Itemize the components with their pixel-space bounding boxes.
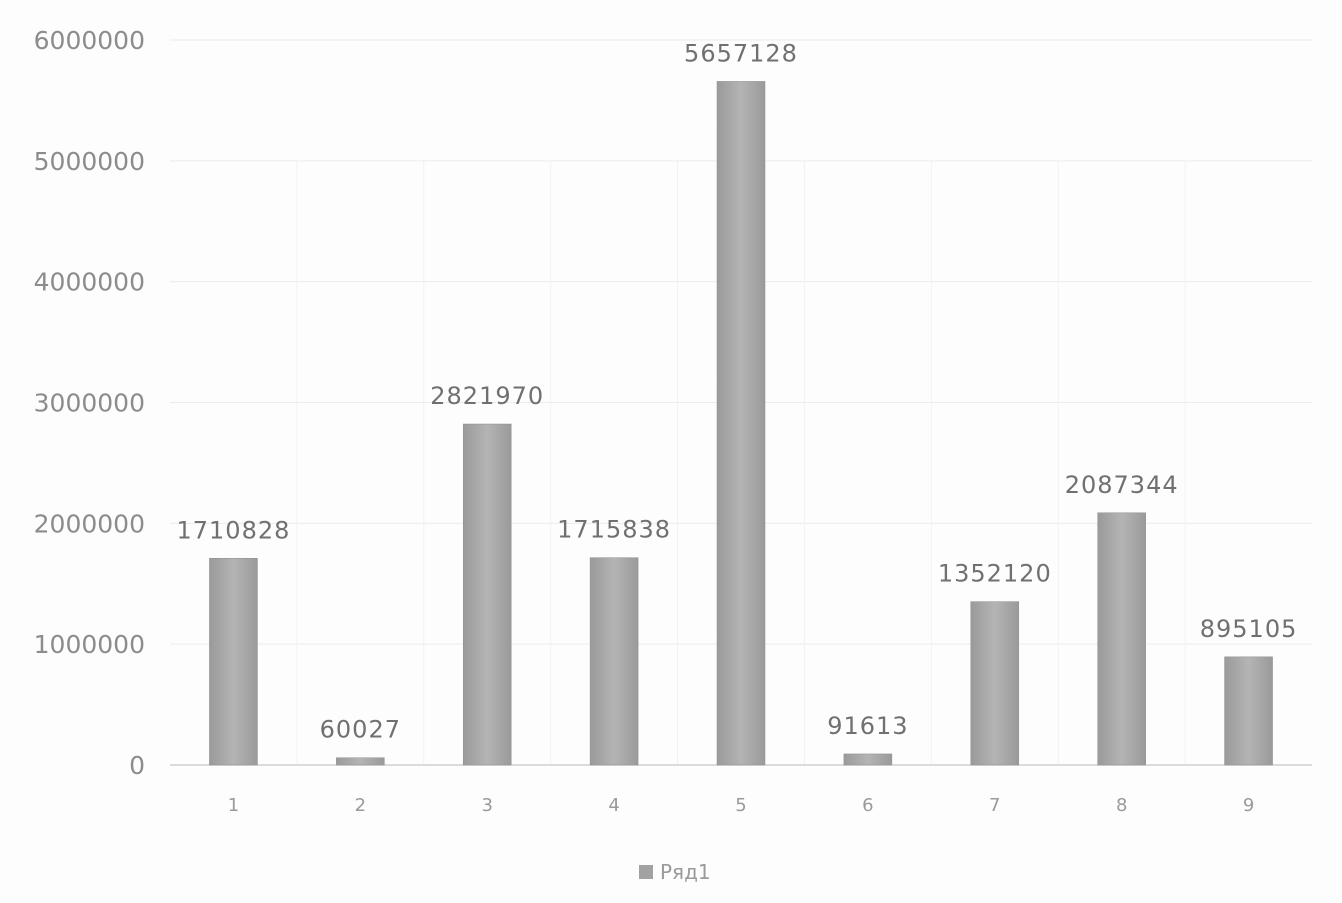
legend-swatch [639, 865, 653, 879]
bar [970, 601, 1020, 766]
bar [462, 423, 512, 766]
data-label: 5657128 [684, 39, 798, 67]
bar [209, 558, 258, 766]
bar [1097, 512, 1146, 766]
y-tick-label: 1000000 [34, 630, 145, 659]
data-label: 1715838 [557, 516, 671, 544]
x-tick-label: 2 [355, 795, 366, 816]
x-tick-label: 6 [862, 795, 873, 816]
axes: 0 1000000 2000000 3000000 4000000 5000000 6000… [34, 26, 1312, 816]
x-tick-label: 5 [735, 795, 746, 816]
data-label: 1352120 [938, 560, 1052, 588]
bar [843, 753, 893, 766]
data-label: 895105 [1200, 615, 1298, 643]
x-tick-label: 4 [608, 795, 619, 816]
bar [716, 81, 766, 766]
y-tick-label: 4000000 [34, 268, 145, 297]
y-tick-label: 5000000 [34, 147, 145, 176]
bar [589, 557, 639, 766]
bar [336, 757, 385, 766]
data-labels: 1710828 60027 2821970 1715838 5657128 91613 13… [176, 39, 1298, 744]
y-tick-label: 3000000 [34, 389, 145, 418]
bars [209, 81, 1273, 766]
x-tick-label: 7 [989, 795, 1000, 816]
data-label: 91613 [827, 712, 908, 740]
x-tick-label: 3 [481, 795, 492, 816]
legend-label: Ряд1 [660, 860, 711, 884]
y-tick-label: 6000000 [34, 26, 145, 55]
y-tick-label: 0 [129, 751, 145, 780]
x-tick-label: 1 [228, 795, 239, 816]
data-label: 2821970 [430, 382, 544, 410]
data-label: 60027 [320, 716, 401, 744]
data-label: 2087344 [1065, 471, 1179, 499]
x-tick-label: 9 [1243, 795, 1254, 816]
data-label: 1710828 [176, 516, 290, 544]
bar [1224, 656, 1273, 766]
x-tick-label: 8 [1116, 795, 1127, 816]
legend: Ряд1 [639, 860, 711, 884]
y-tick-label: 2000000 [34, 509, 145, 538]
